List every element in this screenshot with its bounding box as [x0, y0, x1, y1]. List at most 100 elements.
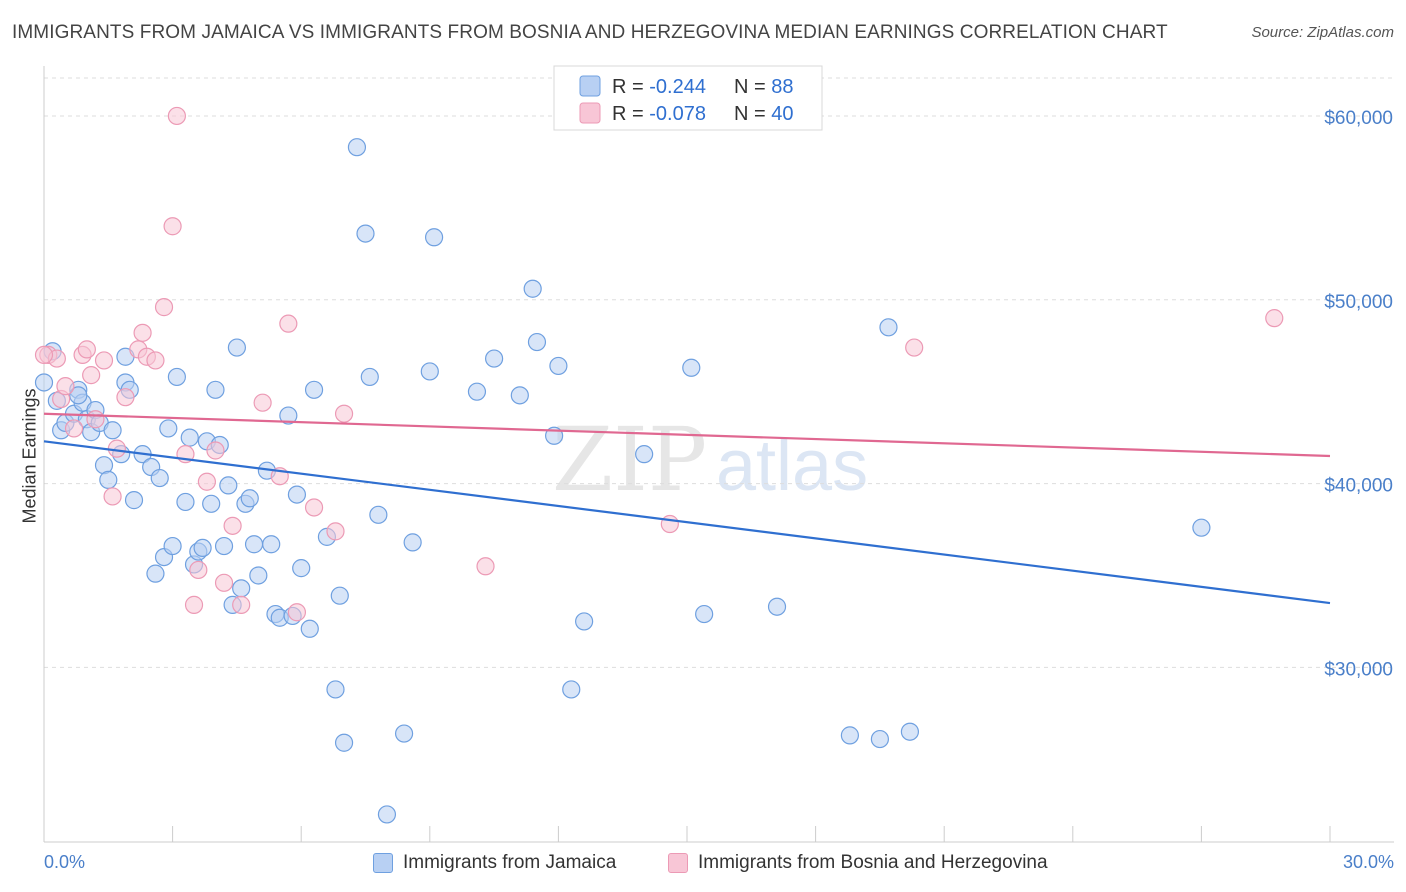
data-point	[549, 356, 568, 376]
y-tick-labels: $30,000 $40,000 $50,000 $60,000	[1324, 108, 1393, 680]
data-point	[767, 597, 787, 616]
data-point	[304, 498, 324, 517]
data-point	[77, 340, 96, 359]
x-tick-max: 30.0%	[1342, 852, 1394, 872]
data-point	[184, 595, 204, 614]
data-point	[69, 386, 88, 405]
legend-label-jamaica: Immigrants from Jamaica	[403, 852, 617, 873]
data-point	[695, 604, 714, 624]
data-point	[476, 557, 495, 576]
data-point	[334, 404, 354, 423]
data-point	[347, 138, 367, 157]
x-tick-min: 0.0%	[44, 852, 86, 872]
legend-item-jamaica: Immigrants from Jamaica	[373, 852, 616, 874]
data-point	[300, 619, 319, 638]
data-point	[279, 314, 298, 333]
data-point	[167, 106, 186, 126]
data-point	[193, 538, 212, 558]
data-point	[326, 522, 345, 541]
data-point	[163, 217, 182, 236]
y-tick-label: $50,000	[1324, 292, 1393, 313]
data-point	[840, 726, 859, 745]
svg-text:R = -0.078: R = -0.078	[612, 103, 706, 125]
source-label: Source: ZipAtlas.com	[1251, 24, 1394, 41]
data-point	[146, 351, 165, 370]
legend-item-bosnia: Immigrants from Bosnia and Herzegovina	[668, 852, 1048, 874]
svg-text:R = -0.244: R = -0.244	[612, 76, 706, 98]
data-point	[94, 351, 114, 370]
data-point	[180, 428, 199, 447]
data-point	[523, 279, 542, 298]
data-point	[330, 586, 349, 605]
data-point	[124, 491, 144, 510]
data-point	[249, 566, 268, 585]
data-point	[287, 603, 307, 622]
data-point	[223, 516, 242, 535]
data-point	[227, 338, 246, 357]
y-tick-label: $60,000	[1324, 108, 1393, 129]
data-point	[86, 410, 105, 429]
data-point	[660, 514, 679, 534]
data-point	[879, 318, 898, 337]
data-point	[682, 358, 701, 377]
trend-line	[43, 412, 1331, 458]
data-point	[34, 345, 54, 365]
data-point	[133, 323, 152, 342]
trend-lines	[43, 412, 1331, 605]
data-point	[232, 595, 251, 614]
data-point	[527, 332, 547, 352]
axes	[43, 66, 1394, 843]
data-point	[206, 441, 225, 460]
legend-top: R = -0.244 N = 88 R = -0.078 N = 40	[553, 65, 823, 131]
data-point	[403, 533, 422, 552]
legend-swatch-bosnia	[668, 853, 688, 873]
data-point	[900, 722, 920, 741]
data-point	[262, 535, 281, 554]
data-point	[34, 373, 54, 392]
grid-lines	[44, 77, 1394, 668]
data-point	[905, 338, 924, 357]
legend-r-value-bosnia: -0.078	[649, 103, 706, 125]
data-point	[424, 228, 444, 247]
data-point	[116, 388, 135, 407]
data-point	[159, 419, 178, 438]
data-point	[163, 536, 182, 556]
legend-top-swatch-bosnia	[579, 102, 601, 124]
data-point	[1265, 309, 1284, 328]
data-point	[510, 386, 529, 405]
data-point	[103, 487, 122, 506]
data-point	[870, 729, 890, 749]
legend-top-swatch-jamaica	[579, 75, 601, 97]
data-point	[369, 505, 388, 524]
data-point	[635, 445, 654, 464]
data-point	[279, 406, 298, 425]
data-point	[253, 393, 272, 412]
data-point	[420, 362, 439, 381]
data-point	[99, 470, 118, 489]
data-point	[562, 680, 581, 699]
data-point	[394, 724, 414, 743]
legend-n-value-bosnia: 40	[771, 103, 793, 125]
data-point	[214, 536, 234, 556]
svg-text:N = 40: N = 40	[734, 103, 794, 125]
legend-r-value-jamaica: -0.244	[649, 76, 706, 98]
data-point	[64, 419, 84, 438]
legend-r-label-jamaica: R =	[612, 76, 649, 98]
data-point	[202, 494, 221, 513]
data-point	[82, 366, 101, 385]
data-point	[326, 680, 345, 699]
legend-n-label-bosnia: N =	[734, 103, 771, 125]
data-point	[167, 367, 186, 387]
data-point	[240, 489, 259, 508]
data-point	[304, 380, 324, 399]
legend-label-bosnia: Immigrants from Bosnia and Herzegovina	[698, 852, 1048, 873]
data-point	[146, 564, 165, 583]
data-point	[206, 380, 225, 399]
data-point	[219, 476, 238, 495]
data-point	[244, 535, 264, 554]
data-point	[189, 560, 208, 580]
data-point	[287, 485, 307, 504]
data-point	[214, 573, 234, 592]
watermark-zip: ZIP	[552, 408, 707, 511]
